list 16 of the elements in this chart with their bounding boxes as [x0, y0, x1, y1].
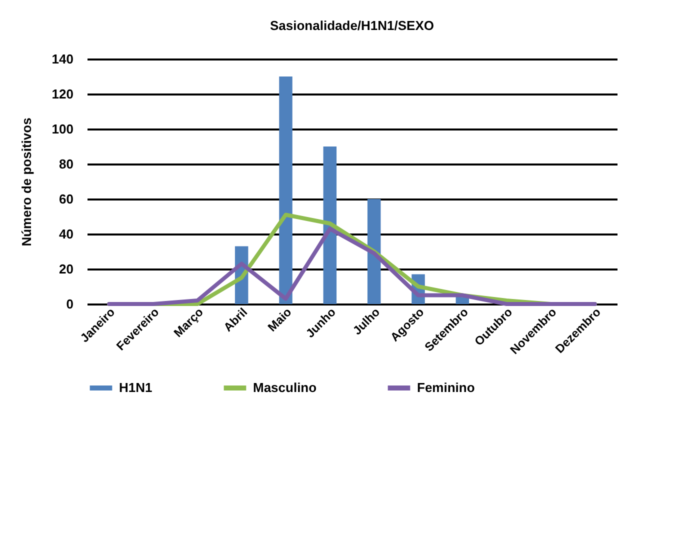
bar — [323, 146, 337, 304]
y-tick-label: 20 — [59, 262, 74, 276]
y-tick-label: 40 — [59, 226, 74, 242]
bar — [279, 76, 292, 304]
y-tick-label: 140 — [52, 52, 74, 66]
legend-label: Masculino — [253, 380, 317, 395]
y-tick-label: 80 — [59, 156, 74, 172]
y-tick-label: 0 — [66, 296, 74, 312]
chart-title: Sasionalidade/H1N1/SEXO — [270, 18, 434, 33]
y-tick-label: 60 — [59, 192, 74, 206]
y-axis-title: Número de positivos — [18, 118, 34, 246]
bar — [367, 199, 381, 304]
y-tick-label: 120 — [52, 86, 74, 102]
y-tick-label: 100 — [52, 122, 74, 136]
legend-label: Feminino — [417, 380, 475, 395]
legend-label: H1N1 — [119, 380, 152, 395]
